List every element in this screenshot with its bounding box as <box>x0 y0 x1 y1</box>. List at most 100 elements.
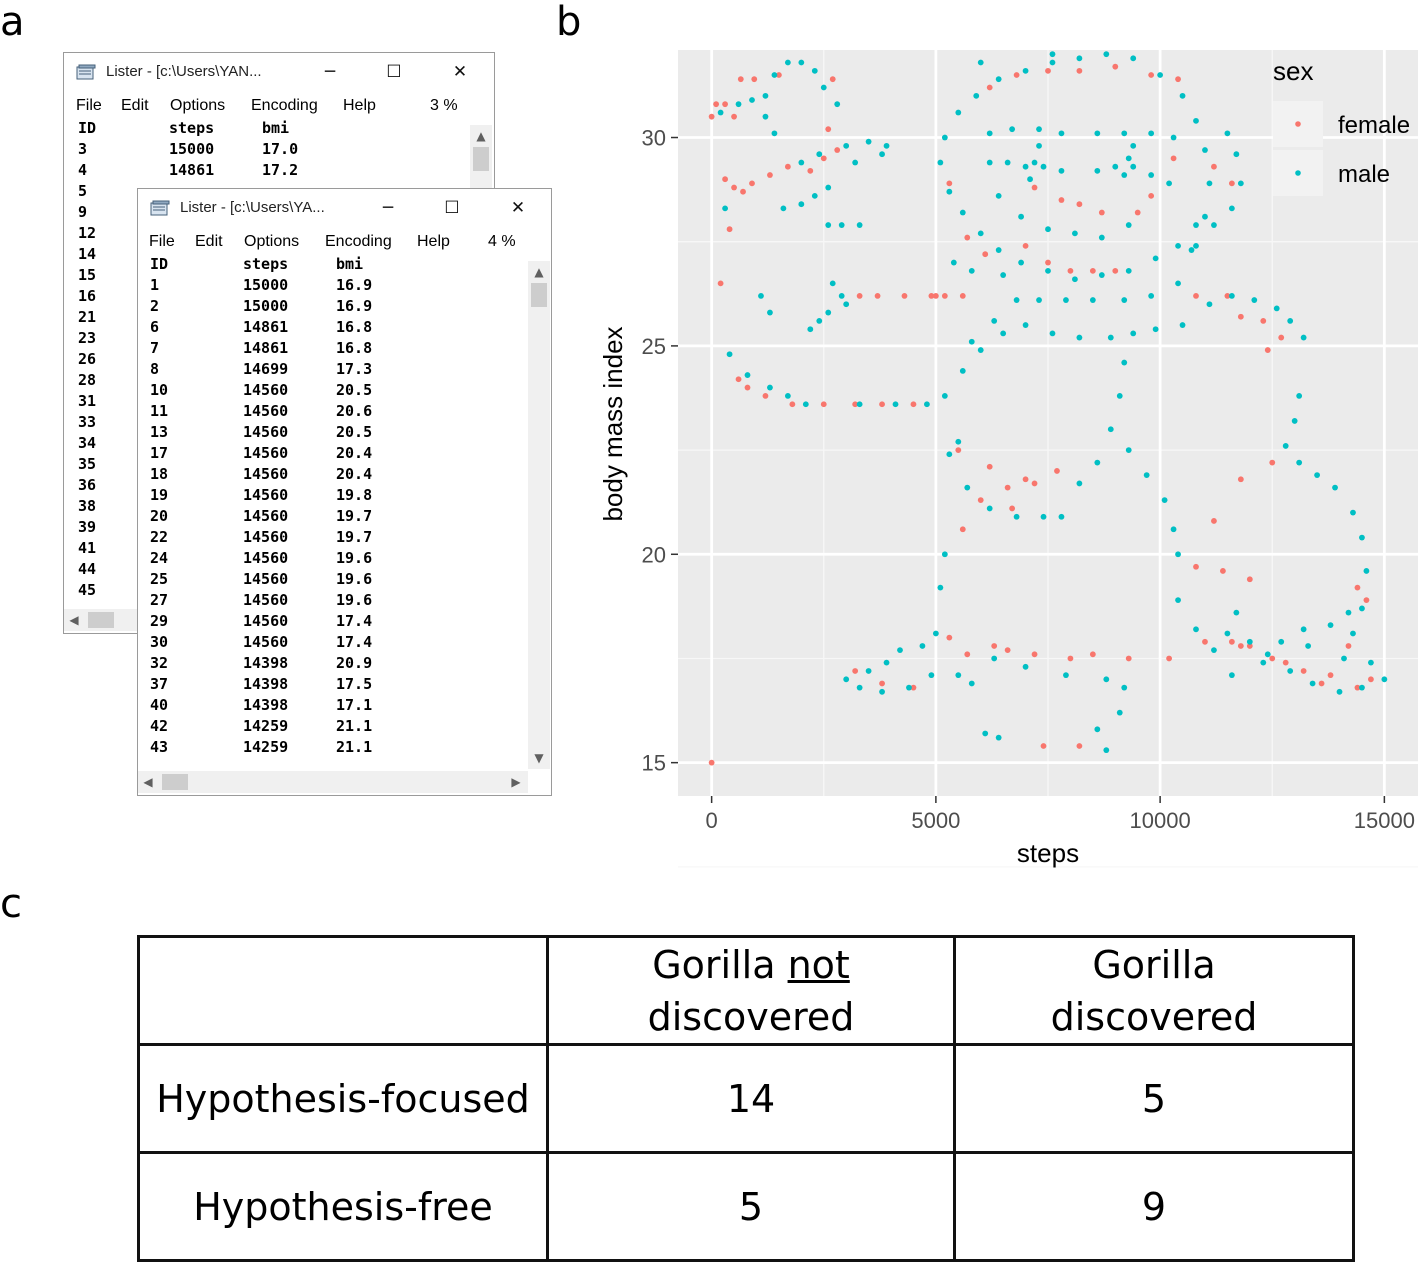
table-corner-cell <box>137 935 549 1046</box>
lister-app-icon <box>76 64 96 81</box>
data-point-female <box>1246 576 1253 583</box>
data-point-male <box>1098 234 1105 241</box>
menu-edit[interactable]: Edit <box>121 97 149 114</box>
id-cell: 19 <box>150 486 169 504</box>
maximize-button[interactable]: ☐ <box>444 198 460 218</box>
data-point-male <box>1287 668 1294 674</box>
data-point-male <box>1206 180 1213 187</box>
data-point-male <box>1076 55 1083 62</box>
menu-help[interactable]: Help <box>417 233 450 250</box>
data-point-female <box>1166 655 1172 662</box>
close-button[interactable]: ✕ <box>510 198 526 218</box>
menu-encoding[interactable]: Encoding <box>251 97 318 114</box>
scroll-up-arrow[interactable]: ▲ <box>476 129 486 143</box>
steps-cell: 14560 <box>243 423 289 441</box>
data-point-male <box>1359 605 1365 612</box>
id-cell: 31 <box>78 392 97 410</box>
menu-options[interactable]: Options <box>244 233 300 250</box>
data-point-male <box>735 101 742 108</box>
id-cell: 15 <box>78 266 97 284</box>
scroll-thumb[interactable] <box>531 283 547 307</box>
scroll-left-arrow[interactable]: ◀ <box>69 613 79 627</box>
data-point-male <box>1094 130 1101 137</box>
data-point-male <box>982 730 989 737</box>
data-point-female <box>834 147 841 153</box>
steps-cell: 14560 <box>243 486 289 504</box>
data-point-female <box>986 463 993 470</box>
maximize-button[interactable]: ☐ <box>386 62 402 82</box>
data-point-male <box>897 647 903 654</box>
steps-cell: 14560 <box>243 591 289 609</box>
minimize-button[interactable]: ─ <box>324 62 336 82</box>
data-point-male <box>959 209 966 216</box>
data-point-female <box>1076 201 1083 208</box>
gorilla-scatter-chart: 0 5000 10000 15000 15 20 25 30 steps body mass … <box>598 50 1418 868</box>
menu-help[interactable]: Help <box>343 97 376 114</box>
data-point-male <box>798 201 805 208</box>
data-point-female <box>807 167 814 174</box>
id-cell: 11 <box>150 402 169 420</box>
data-point-male <box>1152 326 1159 333</box>
data-point-female <box>776 72 782 78</box>
data-point-male <box>973 92 980 99</box>
lister-window-front[interactable]: Lister - [c:\Users\YA... ─ ☐ ✕ File Edit… <box>137 188 552 796</box>
data-point-male <box>1125 155 1132 162</box>
data-point-female <box>1269 655 1276 662</box>
menu-file[interactable]: File <box>149 233 175 250</box>
menu-edit[interactable]: Edit <box>195 233 223 250</box>
data-point-female <box>1327 672 1334 679</box>
id-cell: 10 <box>150 381 169 399</box>
scroll-left-arrow[interactable]: ◀ <box>143 775 153 789</box>
data-point-male <box>717 109 724 116</box>
data-point-female <box>1022 242 1029 249</box>
scroll-thumb[interactable] <box>473 147 489 171</box>
data-point-male <box>856 401 863 408</box>
data-point-female <box>1076 743 1083 749</box>
menu-options[interactable]: Options <box>170 97 226 114</box>
data-point-male <box>771 72 778 78</box>
data-point-female <box>726 226 733 233</box>
title-bar[interactable]: Lister - [c:\Users\YAN... ─ ☐ ✕ <box>64 53 494 91</box>
data-point-male <box>816 317 823 324</box>
steps-cell: 14560 <box>243 549 289 567</box>
data-point-male <box>1121 359 1128 366</box>
data-point-male <box>1036 126 1042 133</box>
close-button[interactable]: ✕ <box>452 62 468 82</box>
h-scroll-thumb[interactable] <box>162 774 188 790</box>
h-scroll-thumb[interactable] <box>88 612 114 628</box>
data-point-female <box>708 759 715 766</box>
scroll-up-arrow[interactable]: ▲ <box>534 265 544 279</box>
id-cell: 25 <box>150 570 169 588</box>
menu-file[interactable]: File <box>76 97 102 114</box>
menu-encoding[interactable]: Encoding <box>325 233 392 250</box>
data-point-female <box>1067 655 1074 662</box>
id-cell: 32 <box>150 654 169 672</box>
bmi-cell: 20.4 <box>336 444 373 462</box>
data-point-male <box>937 584 944 591</box>
scroll-down-arrow[interactable]: ▼ <box>534 751 544 765</box>
data-point-female <box>1009 505 1016 512</box>
data-point-male <box>1107 426 1114 433</box>
steps-cell: 14398 <box>243 675 289 693</box>
data-point-male <box>1116 709 1123 716</box>
data-point-male <box>1121 172 1128 178</box>
data-point-male <box>1193 222 1199 228</box>
data-point-male <box>762 113 769 120</box>
data-point-male <box>1072 230 1078 237</box>
table-header-discovered: Gorilla discovered <box>953 935 1355 1046</box>
data-point-male <box>1022 67 1029 74</box>
title-bar[interactable]: Lister - [c:\Users\YA... ─ ☐ ✕ <box>138 189 551 227</box>
id-header: ID <box>150 255 169 273</box>
id-cell: 1 <box>150 276 160 294</box>
bmi-cell: 20.5 <box>336 381 373 399</box>
vertical-scrollbar[interactable]: ▲ ▼ <box>528 261 550 769</box>
horizontal-scrollbar[interactable]: ◀ ▶ <box>138 771 528 793</box>
minimize-button[interactable]: ─ <box>382 198 394 218</box>
id-cell: 38 <box>78 497 97 515</box>
y-tick-label: 25 <box>642 334 666 359</box>
data-point-male <box>968 680 975 687</box>
panel-label-a: a <box>0 0 25 45</box>
scroll-right-arrow[interactable]: ▶ <box>511 775 521 789</box>
data-point-male <box>1018 213 1024 220</box>
id-cell: 13 <box>150 423 169 441</box>
